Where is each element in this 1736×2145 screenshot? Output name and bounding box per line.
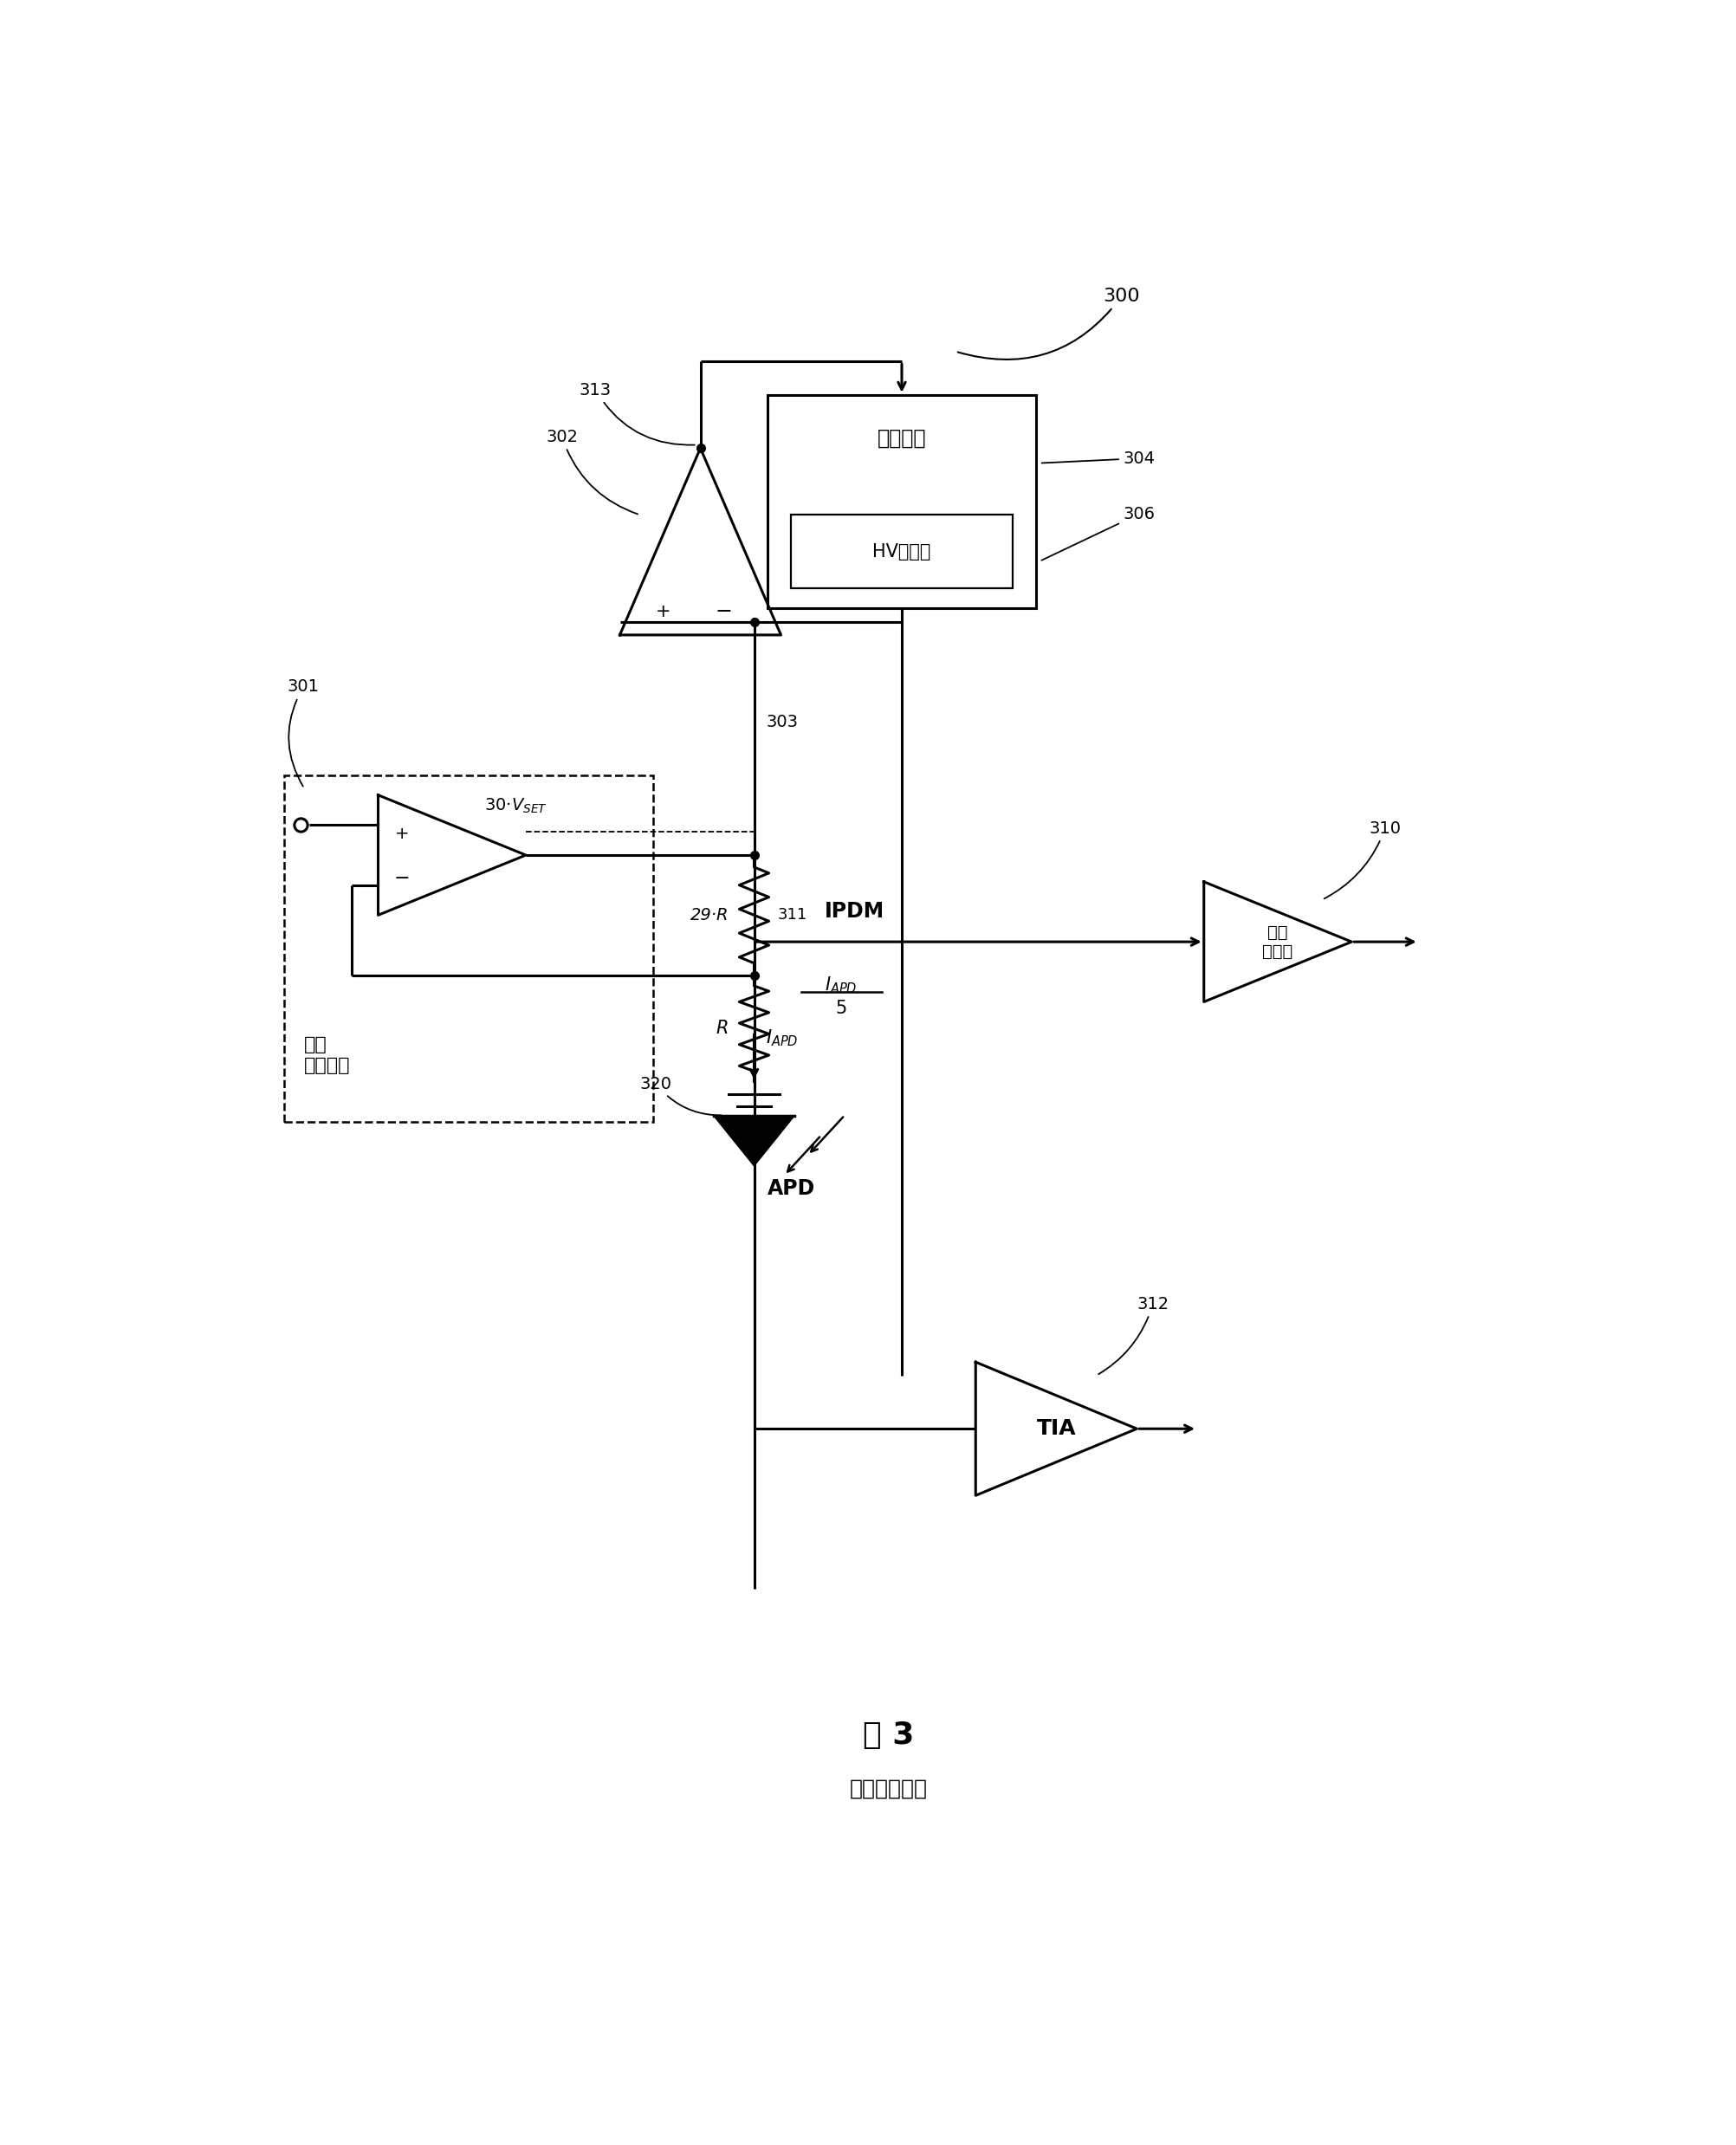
Text: $I_{APD}$: $I_{APD}$ [766,1027,799,1049]
Text: 300: 300 [958,287,1141,360]
Text: 312: 312 [1099,1296,1168,1375]
Text: 30·$V_{SET}$: 30·$V_{SET}$ [484,796,547,815]
Text: 320: 320 [641,1075,722,1115]
Bar [792,515,1012,588]
Text: $I_{APD}$: $I_{APD}$ [825,976,858,995]
Text: （现有技术）: （现有技术） [849,1778,927,1800]
Text: IPDM: IPDM [825,901,885,922]
Text: 29·R: 29·R [689,907,729,922]
Text: APD: APD [767,1178,816,1199]
Text: 301: 301 [288,678,319,787]
Text: 304: 304 [1042,450,1156,468]
Text: +: + [656,603,672,620]
Text: R: R [715,1019,729,1038]
Text: +: + [394,826,408,843]
Text: TIA: TIA [1036,1418,1076,1439]
Text: 313: 313 [580,382,694,444]
Text: 偏压
设置电路: 偏压 设置电路 [304,1036,351,1075]
Text: HV晶体管: HV晶体管 [873,543,930,560]
Text: −: − [715,601,733,622]
Text: −: − [394,869,410,888]
Polygon shape [713,1115,795,1167]
Text: 303: 303 [766,714,799,729]
Text: 311: 311 [778,907,807,922]
Bar [285,774,653,1122]
Text: 对数
放大器: 对数 放大器 [1262,924,1293,959]
Text: 5: 5 [835,1000,847,1017]
Text: 306: 306 [1042,506,1156,560]
Bar [767,395,1036,609]
Text: 电流镜像: 电流镜像 [877,427,927,448]
Text: 310: 310 [1325,819,1401,899]
Text: 302: 302 [545,429,637,515]
Text: 图 3: 图 3 [863,1720,915,1750]
